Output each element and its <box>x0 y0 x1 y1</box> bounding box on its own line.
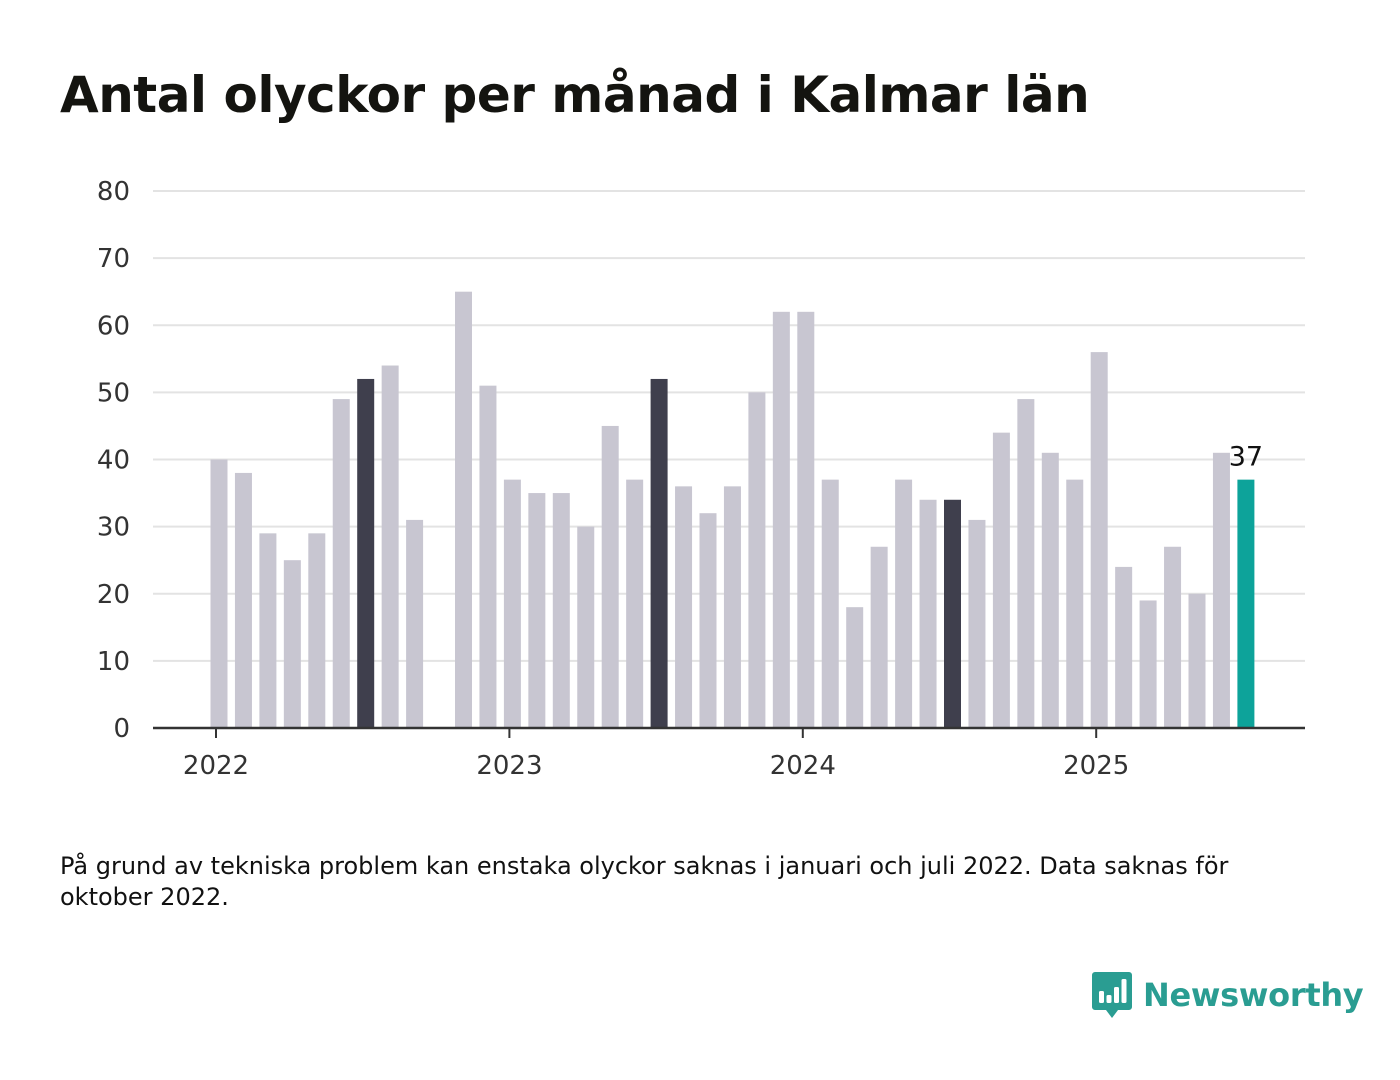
x-tick-label: 2023 <box>476 751 542 781</box>
x-axis-labels: 2022 2023 2024 2025 <box>183 751 1129 781</box>
bars <box>210 291 1255 729</box>
bar-2024-09 <box>992 432 1010 728</box>
y-tick-label: 80 <box>97 177 130 207</box>
bar-2025-01 <box>1090 352 1108 728</box>
bar-2022-09 <box>406 519 424 728</box>
bar-2023-12 <box>772 311 790 728</box>
bar-2025-07 <box>1237 479 1255 728</box>
bar-2022-11 <box>455 291 472 728</box>
bar-2022-02 <box>234 472 252 728</box>
bar-2025-05 <box>1188 593 1206 728</box>
x-tick-label: 2024 <box>770 751 836 781</box>
bar-2024-06 <box>919 499 937 728</box>
y-tick-label: 10 <box>97 647 130 677</box>
brand-name: Newsworthy <box>1143 976 1364 1014</box>
newsworthy-logo: Newsworthy <box>1091 970 1364 1020</box>
bar-2024-01 <box>797 311 815 728</box>
bar-2022-12 <box>479 385 497 728</box>
x-tick-label: 2025 <box>1063 751 1129 781</box>
bar-2025-06 <box>1212 452 1230 728</box>
bar-2023-10 <box>723 486 741 728</box>
bar-2023-09 <box>699 513 717 728</box>
bar-chart: 0 10 20 30 40 50 60 70 80 2022 2023 2024 2025 37 <box>97 177 1305 781</box>
y-tick-label: 40 <box>97 446 130 476</box>
bar-2025-04 <box>1164 546 1182 728</box>
bar-2024-10 <box>1017 399 1035 728</box>
bar-2024-04 <box>870 546 888 728</box>
bar-2022-05 <box>308 533 326 728</box>
bar-2024-05 <box>895 479 913 728</box>
bar-2023-02 <box>528 493 546 728</box>
y-axis-labels: 0 10 20 30 40 50 60 70 80 <box>97 177 130 744</box>
y-tick-label: 30 <box>97 513 130 543</box>
footnote: På grund av tekniska problem kan enstaka… <box>60 852 1229 911</box>
bar-2025-03 <box>1139 600 1157 728</box>
bar-2023-03 <box>552 493 570 728</box>
bar-2023-04 <box>577 526 595 729</box>
bar-2022-01 <box>210 459 228 728</box>
bar-2023-08 <box>675 486 693 728</box>
bar-2024-08 <box>968 519 986 728</box>
chart-title: Antal olyckor per månad i Kalmar län <box>60 66 1090 124</box>
bar-2022-06 <box>332 399 350 728</box>
bar-2023-07 <box>650 378 668 728</box>
x-tick-label: 2022 <box>183 751 249 781</box>
bar-2024-02 <box>821 479 839 728</box>
bar-2022-04 <box>283 560 301 728</box>
bar-2024-03 <box>846 607 864 728</box>
bar-2023-11 <box>748 392 766 729</box>
bar-2023-06 <box>626 479 644 728</box>
y-tick-label: 20 <box>97 580 130 610</box>
y-tick-label: 50 <box>97 378 130 408</box>
y-tick-label: 60 <box>97 311 130 341</box>
bar-2025-02 <box>1115 566 1133 728</box>
bar-2022-07 <box>357 378 375 728</box>
chat-bar-chart-icon <box>1092 972 1132 1018</box>
bar-2022-08 <box>381 365 399 728</box>
bar-2024-11 <box>1041 452 1059 728</box>
y-tick-label: 0 <box>113 714 130 744</box>
bar-2024-07 <box>944 499 961 728</box>
x-axis <box>153 726 1305 738</box>
bar-2022-03 <box>259 533 277 728</box>
bar-2023-05 <box>601 425 619 728</box>
y-tick-label: 70 <box>97 244 130 274</box>
bar-2023-01 <box>503 479 521 728</box>
bar-2024-12 <box>1066 479 1084 728</box>
latest-value-label: 37 <box>1229 442 1263 473</box>
annotations: 37 <box>1229 442 1263 473</box>
